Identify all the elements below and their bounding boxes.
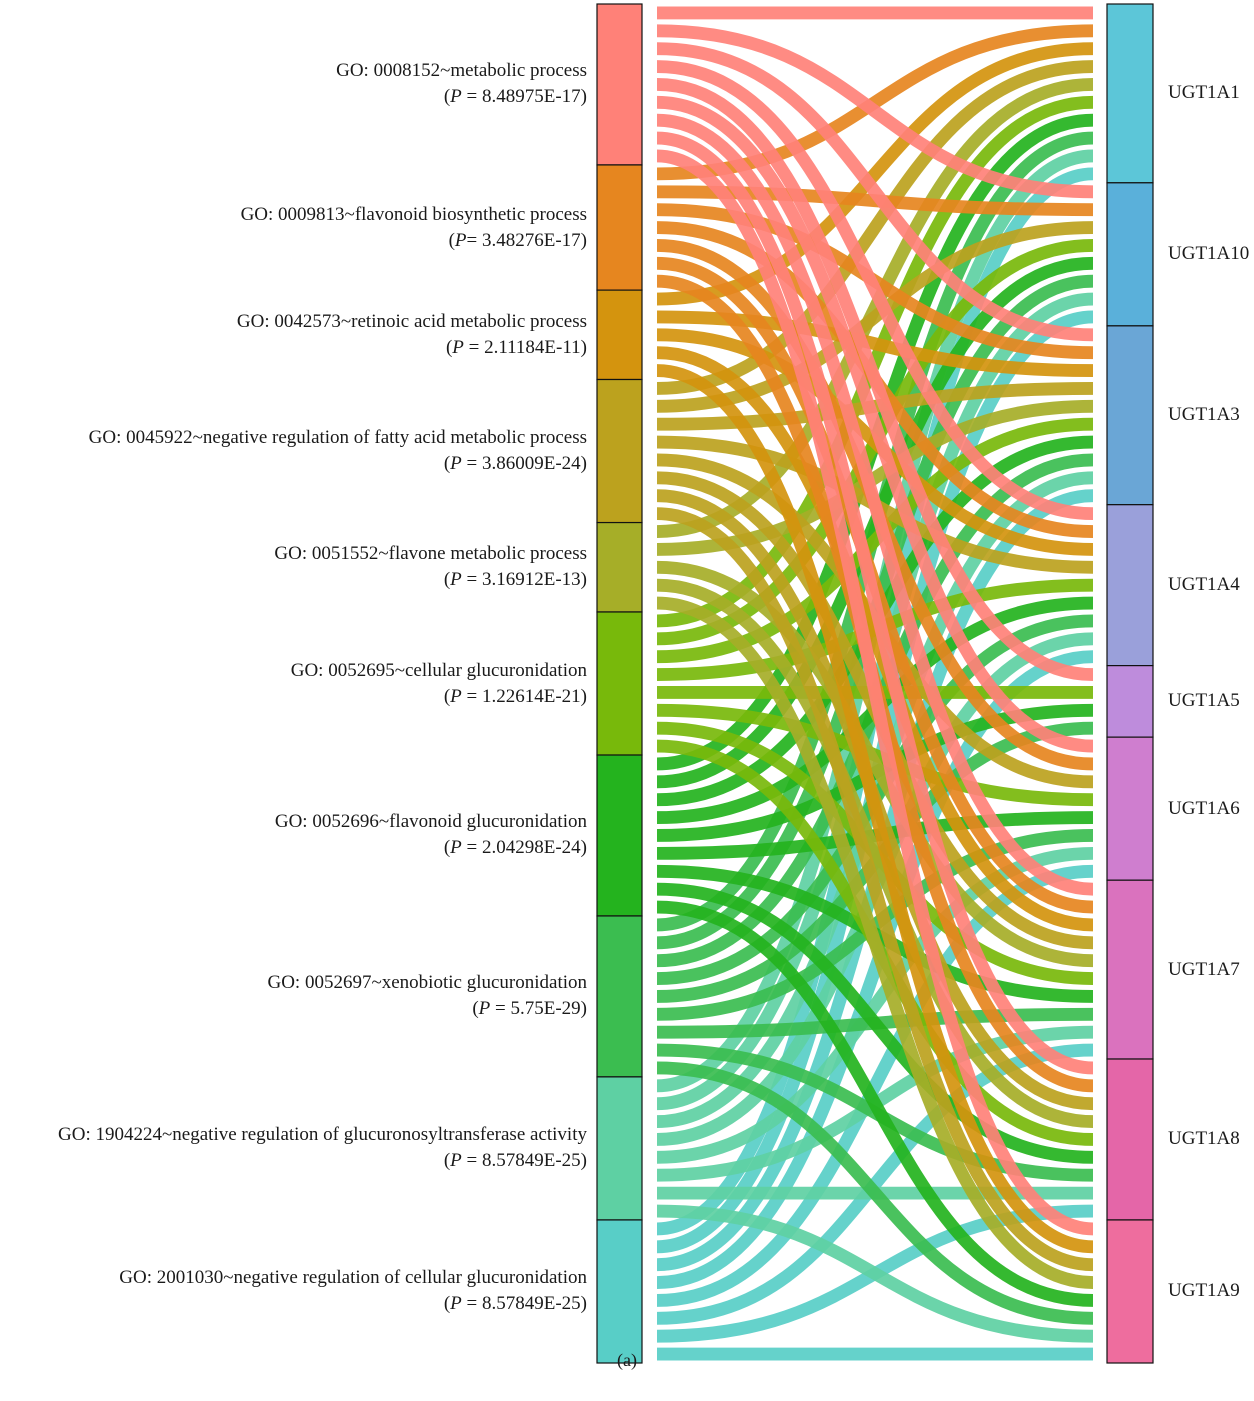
term-label: GO: 0008152~metabolic process (P = 8.4897… <box>336 58 587 110</box>
term-label: GO: 0009813~flavonoid biosynthetic proce… <box>241 202 587 254</box>
flow-link <box>656 42 1094 306</box>
gene-node <box>1106 325 1154 506</box>
flow-link <box>656 131 1094 1075</box>
flow-link <box>656 364 1094 1254</box>
gene-label: UGT1A9 <box>1168 1280 1240 1302</box>
term-node <box>596 289 643 381</box>
term-name: GO: 0052696~flavonoid glucuronidation <box>274 811 587 833</box>
term-p-value: (P = 1.22614E-21) <box>443 685 587 707</box>
term-node <box>596 915 643 1078</box>
term-label: GO: 0052696~flavonoid glucuronidation (P … <box>275 809 587 861</box>
term-node <box>596 378 643 524</box>
term-p-value: (P = 3.86009E-24) <box>443 453 587 475</box>
flow-link <box>656 1204 1094 1343</box>
gene-label: UGT1A3 <box>1168 404 1240 426</box>
flow-link <box>656 811 1094 860</box>
gene-node <box>1106 3 1154 184</box>
gene-label: UGT1A5 <box>1168 690 1240 712</box>
gene-node <box>1106 182 1154 327</box>
gene-node <box>1106 1219 1154 1364</box>
term-label: GO: 0052697~xenobiotic glucuronidation (P… <box>267 970 587 1022</box>
term-p-value: (P = 8.57849E-25) <box>443 1293 587 1315</box>
gene-node <box>1106 665 1154 738</box>
flow-link <box>656 221 1094 413</box>
gene-node <box>1106 504 1154 667</box>
term-p-value: (P = 5.75E-29) <box>472 998 587 1020</box>
term-name: GO: 0042573~retinoic acid metabolic proc… <box>236 310 587 332</box>
gene-node <box>1106 1058 1154 1221</box>
term-label: GO: 0042573~retinoic acid metabolic proc… <box>237 309 587 361</box>
flow-link <box>656 1061 1094 1325</box>
gene-node <box>1106 879 1154 1060</box>
term-label: GO: 0045922~negative regulation of fatty… <box>89 425 587 477</box>
gene-label: UGT1A8 <box>1168 1128 1240 1150</box>
term-label: GO: 0052695~cellular glucuronidation (P =… <box>291 658 587 710</box>
term-p-value: (P= 3.48276E-17) <box>448 229 587 251</box>
flow-link <box>656 882 1094 1164</box>
flow-link <box>656 78 1094 681</box>
term-label: GO: 0051552~flavone metabolic process (P … <box>274 541 587 593</box>
gene-label: UGT1A10 <box>1168 243 1250 265</box>
flow-link <box>656 60 1094 395</box>
term-p-value: (P = 8.48975E-17) <box>443 86 587 108</box>
term-p-value: (P = 2.04298E-24) <box>443 837 587 859</box>
gene-node <box>1106 736 1154 881</box>
flow-link <box>656 42 1094 342</box>
term-name: GO: 0051552~flavone metabolic process <box>274 543 587 565</box>
term-name: GO: 0045922~negative regulation of fatty… <box>88 427 587 449</box>
flow-link <box>656 507 1094 1272</box>
term-node <box>596 164 643 291</box>
flow-link <box>656 346 1094 932</box>
flow-link <box>656 113 1094 896</box>
gene-label: UGT1A7 <box>1168 958 1240 980</box>
flow-link <box>656 95 1094 753</box>
term-name: GO: 1904224~negative regulation of glucu… <box>58 1124 587 1146</box>
flow-link <box>656 149 1094 1236</box>
term-p-value: (P = 3.16912E-13) <box>443 569 587 591</box>
flow-link <box>656 24 1094 199</box>
gene-label: UGT1A1 <box>1168 82 1240 104</box>
term-node <box>596 521 643 613</box>
term-name: GO: 0008152~metabolic process <box>336 60 587 82</box>
gene-label: UGT1A6 <box>1168 797 1240 819</box>
term-nodes <box>596 3 643 1364</box>
term-name: GO: 2001030~negative regulation of cellu… <box>119 1267 587 1289</box>
flow-link <box>656 596 1094 1289</box>
flow-link <box>656 578 1094 1129</box>
term-node <box>596 611 643 756</box>
term-node <box>596 3 643 166</box>
figure-caption: (a) <box>617 1350 637 1370</box>
flow-link <box>656 560 1094 968</box>
term-p-value: (P = 8.57849E-25) <box>443 1150 587 1172</box>
gene-nodes <box>1106 3 1154 1364</box>
flow-link <box>656 900 1094 1307</box>
flow-link <box>656 399 1094 556</box>
gene-label: UGT1A4 <box>1168 574 1240 596</box>
term-label: GO: 2001030~negative regulation of cellu… <box>119 1265 587 1317</box>
term-name: GO: 0052697~xenobiotic glucuronidation <box>267 972 587 994</box>
term-node <box>596 1076 643 1221</box>
term-label: GO: 1904224~negative regulation of glucu… <box>58 1122 587 1174</box>
term-name: GO: 0052695~cellular glucuronidation <box>290 659 587 681</box>
sankey-links <box>656 6 1094 1361</box>
term-p-value: (P = 2.11184E-11) <box>445 336 587 358</box>
term-node <box>596 754 643 917</box>
term-node <box>596 1219 643 1364</box>
term-name: GO: 0009813~flavonoid biosynthetic proce… <box>240 203 587 225</box>
flow-link <box>656 60 1094 521</box>
